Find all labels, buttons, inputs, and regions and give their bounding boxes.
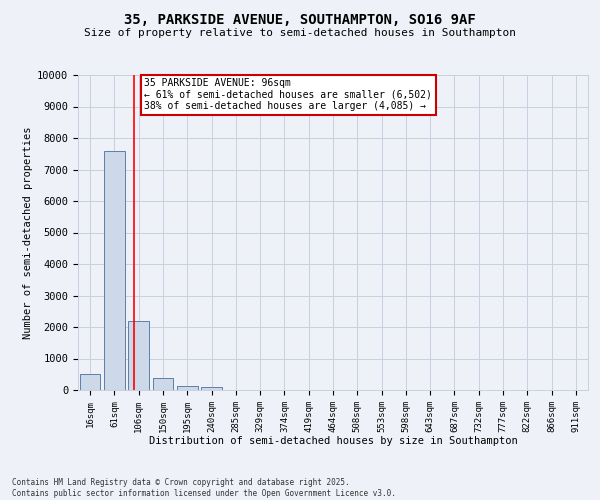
Bar <box>80 374 100 390</box>
Bar <box>152 378 173 390</box>
Text: 35 PARKSIDE AVENUE: 96sqm
← 61% of semi-detached houses are smaller (6,502)
38% : 35 PARKSIDE AVENUE: 96sqm ← 61% of semi-… <box>145 78 432 112</box>
Bar <box>128 320 149 390</box>
Text: 35, PARKSIDE AVENUE, SOUTHAMPTON, SO16 9AF: 35, PARKSIDE AVENUE, SOUTHAMPTON, SO16 9… <box>124 12 476 26</box>
Bar <box>177 386 197 390</box>
Text: Contains HM Land Registry data © Crown copyright and database right 2025.
Contai: Contains HM Land Registry data © Crown c… <box>12 478 396 498</box>
Y-axis label: Number of semi-detached properties: Number of semi-detached properties <box>23 126 33 339</box>
X-axis label: Distribution of semi-detached houses by size in Southampton: Distribution of semi-detached houses by … <box>149 436 517 446</box>
Bar <box>104 150 125 390</box>
Bar <box>201 386 222 390</box>
Text: Size of property relative to semi-detached houses in Southampton: Size of property relative to semi-detach… <box>84 28 516 38</box>
